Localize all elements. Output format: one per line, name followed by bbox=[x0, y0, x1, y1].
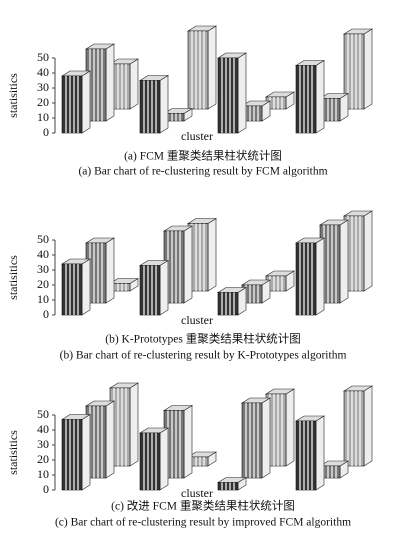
bar bbox=[343, 390, 365, 467]
y-tick-label: 0 bbox=[43, 125, 49, 139]
bar-side bbox=[159, 259, 169, 316]
y-tick-label: 20 bbox=[37, 95, 49, 109]
bar-side bbox=[315, 415, 325, 491]
caption-en: (c) Bar chart of re-clustering result by… bbox=[55, 517, 351, 529]
y-tick-label: 30 bbox=[37, 437, 49, 451]
bar bbox=[217, 482, 239, 491]
bar-side bbox=[339, 219, 349, 304]
bar-side bbox=[105, 43, 115, 122]
bar-side bbox=[315, 237, 325, 316]
bar-side bbox=[363, 385, 373, 467]
bar bbox=[295, 65, 317, 134]
bar-side bbox=[129, 58, 139, 110]
caption-cn: (c) 改进 FCM 重聚类结果柱状统计图 bbox=[111, 499, 295, 513]
y-tick-label: 20 bbox=[37, 452, 49, 466]
y-tick-label: 40 bbox=[37, 247, 49, 261]
y-tick-label: 10 bbox=[37, 110, 49, 124]
y-tick-label: 30 bbox=[37, 262, 49, 276]
y-tick-label: 10 bbox=[37, 292, 49, 306]
bar-side bbox=[207, 25, 217, 110]
caption-en: (b) Bar chart of re-clustering result by… bbox=[60, 350, 347, 362]
bar bbox=[61, 263, 83, 316]
y-tick-label: 40 bbox=[37, 422, 49, 436]
bar-side bbox=[159, 74, 169, 134]
caption-cn: (b) K-Prototypes 重聚类结果柱状统计图 bbox=[105, 332, 301, 346]
y-tick-label: 50 bbox=[37, 407, 49, 421]
y-tick-label: 50 bbox=[37, 50, 49, 64]
bar bbox=[295, 242, 317, 316]
y-tick-label: 30 bbox=[37, 80, 49, 94]
caption-cn: (a) FCM 重聚类结果柱状统计图 bbox=[124, 149, 282, 163]
bar-side bbox=[207, 217, 217, 292]
bar-side bbox=[363, 28, 373, 110]
bar-side bbox=[105, 400, 115, 479]
x-axis-label: cluster bbox=[181, 486, 213, 500]
y-axis-label: statisitics bbox=[6, 430, 20, 475]
bar bbox=[61, 75, 83, 134]
bar-side bbox=[129, 382, 139, 467]
caption-en: (a) Bar chart of re-clustering result by… bbox=[78, 166, 327, 178]
bar bbox=[295, 420, 317, 491]
bar-side bbox=[315, 59, 325, 134]
bar bbox=[217, 57, 239, 134]
bar-side bbox=[183, 225, 193, 304]
bar bbox=[343, 33, 365, 110]
bar-side bbox=[261, 397, 271, 479]
y-tick-label: 50 bbox=[37, 232, 49, 246]
x-axis-label: cluster bbox=[181, 313, 213, 327]
y-axis-label: statisitics bbox=[6, 255, 20, 300]
bar bbox=[187, 30, 209, 110]
bar-side bbox=[363, 210, 373, 292]
bar-side bbox=[237, 52, 247, 134]
bar-side bbox=[81, 413, 91, 491]
bar-side bbox=[81, 258, 91, 316]
bar-side bbox=[285, 388, 295, 467]
y-tick-label: 0 bbox=[43, 307, 49, 321]
bar-side bbox=[81, 70, 91, 134]
y-tick-label: 0 bbox=[43, 482, 49, 496]
bar-side bbox=[105, 237, 115, 304]
y-axis-label: statisitics bbox=[6, 73, 20, 118]
bar-side bbox=[183, 404, 193, 479]
bar bbox=[217, 292, 239, 316]
x-axis-label: cluster bbox=[181, 129, 213, 143]
y-tick-label: 40 bbox=[37, 65, 49, 79]
bar bbox=[241, 402, 263, 479]
bar bbox=[139, 80, 161, 134]
bar bbox=[139, 265, 161, 316]
bar bbox=[139, 432, 161, 491]
y-tick-label: 10 bbox=[37, 467, 49, 481]
bar-side bbox=[159, 427, 169, 491]
bar bbox=[61, 419, 83, 491]
y-tick-label: 20 bbox=[37, 277, 49, 291]
